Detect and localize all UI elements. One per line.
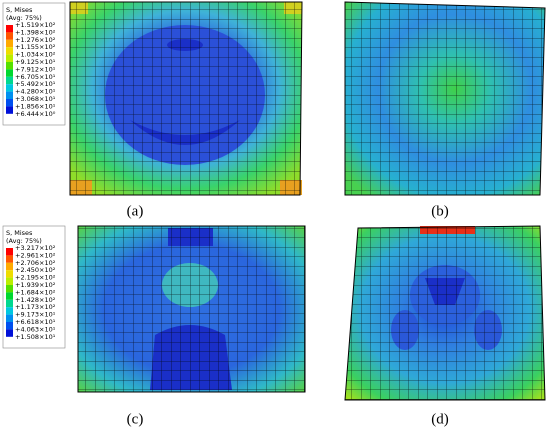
caption: (a) — [127, 203, 144, 219]
legend-swatch — [6, 285, 13, 293]
legend-value: +1.173×10² — [15, 303, 56, 311]
legend-subtitle: (Avg: 75%) — [6, 237, 42, 245]
panel-b — [344, 1, 546, 196]
legend-value: +1.939×10² — [15, 281, 56, 289]
legend-value: +5.492×10¹ — [15, 80, 56, 88]
legend-value: +1.398×10² — [15, 28, 56, 36]
legend-value: +1.856×10¹ — [15, 102, 56, 110]
legend-value: +2.195×10² — [15, 274, 56, 282]
legend-value: +1.519×10² — [15, 21, 56, 29]
legend-swatch — [6, 84, 13, 92]
panel-d — [344, 225, 546, 401]
legend-swatch — [6, 262, 13, 271]
caption: (c) — [127, 411, 144, 427]
legend-box — [2, 2, 66, 126]
legend-swatch — [6, 76, 13, 85]
caption: (b) — [431, 203, 449, 219]
legend-swatch — [6, 248, 13, 256]
legend-swatch — [6, 39, 13, 48]
legend-value: +1.428×10² — [15, 296, 56, 304]
legend-value: +2.706×10² — [15, 259, 56, 267]
legend-swatch — [6, 54, 13, 62]
legend-title: S, Mises — [6, 229, 33, 237]
legend-swatch — [6, 106, 13, 114]
panel-c — [77, 225, 306, 393]
legend-swatch — [6, 99, 13, 107]
legend-swatch — [6, 47, 13, 55]
legend-value: +2.961×10² — [15, 251, 56, 259]
legend-value: +7.912×10¹ — [15, 65, 56, 73]
legend-box — [2, 225, 66, 349]
legend-value: +1.508×10¹ — [15, 333, 56, 341]
legend-swatch — [6, 255, 13, 263]
legend-value: +9.125×10¹ — [15, 58, 56, 66]
legend-swatch — [6, 299, 13, 308]
legend-swatch — [6, 322, 13, 330]
legend-value: +2.450×10² — [15, 266, 56, 274]
legend-value: +1.034×10² — [15, 51, 56, 59]
legend-title: S, Mises — [6, 6, 33, 14]
legend-swatch — [6, 277, 13, 285]
legend-swatch — [6, 69, 13, 77]
legend-swatch — [6, 91, 13, 99]
legend-swatch — [6, 270, 13, 278]
legend-value: +1.684×10² — [15, 288, 56, 296]
legend-value: +6.444×10⁰ — [15, 110, 56, 118]
caption: (d) — [431, 411, 449, 427]
legend-value: +1.155×10² — [15, 43, 56, 51]
legend-value: +6.618×10¹ — [15, 318, 56, 326]
legend-subtitle: (Avg: 75%) — [6, 14, 42, 22]
legend-value: +3.068×10¹ — [15, 95, 56, 103]
legend-swatch — [6, 307, 13, 315]
legend-swatch — [6, 314, 13, 322]
legend-swatch — [6, 25, 13, 33]
legend-swatch — [6, 329, 13, 337]
legend-value: +9.173×10¹ — [15, 311, 56, 319]
legend-value: +4.280×10¹ — [15, 88, 56, 96]
legend-swatch — [6, 292, 13, 300]
panel-a — [69, 1, 303, 196]
legend-value: +6.705×10¹ — [15, 73, 56, 81]
legend-value: +3.217×10² — [15, 244, 56, 252]
legend-swatch — [6, 62, 13, 70]
legend-swatch — [6, 32, 13, 40]
legend-value: +4.063×10¹ — [15, 325, 56, 333]
legend-value: +1.276×10² — [15, 36, 56, 44]
